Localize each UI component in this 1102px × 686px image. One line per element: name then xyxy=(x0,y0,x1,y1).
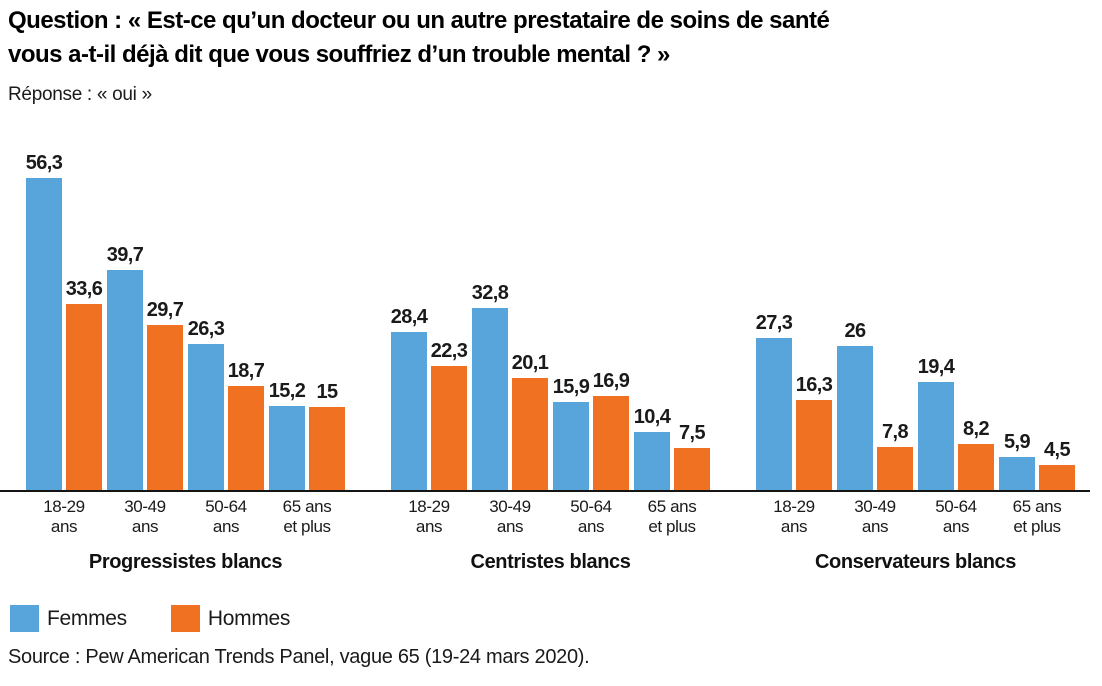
age-category-label: 65 ans et plus xyxy=(282,497,332,536)
age-category-label: 65 ans et plus xyxy=(1012,497,1062,536)
x-axis-line xyxy=(0,490,1090,492)
bar-value-label: 28,4 xyxy=(390,306,428,328)
bar-value-label: 15,9 xyxy=(552,376,590,398)
bar-value-label: 10,4 xyxy=(633,406,671,428)
age-category-label: 30-49 ans xyxy=(124,497,166,536)
source-note: Source : Pew American Trends Panel, vagu… xyxy=(8,646,590,668)
bars-row: 56,3 33,6 39,7 29,7 26,3 18,7 15,2 15 xyxy=(26,140,345,490)
chart-groups: 56,3 33,6 39,7 29,7 26,3 18,7 15,2 15 18-29 ans 30… xyxy=(0,140,1102,574)
bar-hommes: 20,1 xyxy=(512,352,549,490)
bar-value-label: 26 xyxy=(844,320,866,342)
chart-group: 56,3 33,6 39,7 29,7 26,3 18,7 15,2 15 18-29 ans 30… xyxy=(26,140,345,574)
bar-hommes: 4,5 xyxy=(1039,439,1075,490)
bar-value-label: 29,7 xyxy=(146,299,184,321)
chart-group: 27,3 16,3 26 7,8 19,4 8,2 5,9 4,5 18-29 ans 30-49 a… xyxy=(756,140,1075,574)
bar-chart: 56,3 33,6 39,7 29,7 26,3 18,7 15,2 15 18-29 ans 30… xyxy=(0,140,1102,574)
bar-value-label: 22,3 xyxy=(430,340,468,362)
bar-femmes: 15,9 xyxy=(553,376,590,490)
bar-femmes: 15,2 xyxy=(269,380,306,490)
age-category-label: 50-64 ans xyxy=(935,497,977,536)
chart-group: 28,4 22,3 32,8 20,1 15,9 16,9 10,4 7,5 18-29 ans 3… xyxy=(391,140,710,574)
bar-femmes: 32,8 xyxy=(472,282,509,490)
legend-swatch-hommes xyxy=(170,605,200,632)
bar-femmes: 10,4 xyxy=(634,406,671,490)
bar-value-label: 26,3 xyxy=(187,318,225,340)
bar-femmes: 28,4 xyxy=(391,306,428,490)
legend-item-femmes: Femmes xyxy=(10,605,127,632)
legend: Femmes Hommes xyxy=(10,605,290,632)
legend-label: Femmes xyxy=(47,606,127,630)
bar-value-label: 7,5 xyxy=(678,422,706,444)
age-category-label: 30-49 ans xyxy=(489,497,531,536)
bars-row: 28,4 22,3 32,8 20,1 15,9 16,9 10,4 7,5 xyxy=(391,140,710,490)
bar-hommes: 7,5 xyxy=(674,422,710,490)
bar-value-label: 19,4 xyxy=(917,356,955,378)
bar-value-label: 5,9 xyxy=(1003,431,1031,453)
bar-value-label: 4,5 xyxy=(1043,439,1071,461)
legend-label: Hommes xyxy=(207,606,291,630)
bar-value-label: 27,3 xyxy=(755,312,793,334)
chart-title: Question : « Est-ce qu’un docteur ou un … xyxy=(8,4,1018,72)
bar-femmes: 27,3 xyxy=(756,312,793,490)
bar-value-label: 33,6 xyxy=(65,278,103,300)
chart-title-line2: vous a-t-il déjà dit que vous souffriez … xyxy=(8,41,670,68)
bar-femmes: 26,3 xyxy=(188,318,225,490)
age-category-label: 65 ans et plus xyxy=(647,497,697,536)
category-labels-row: 18-29 ans 30-49 ans 50-64 ans 65 ans et plus xyxy=(756,497,1075,537)
bar-value-label: 18,7 xyxy=(227,360,265,382)
bars-row: 27,3 16,3 26 7,8 19,4 8,2 5,9 4,5 xyxy=(756,140,1075,490)
bar-hommes: 16,3 xyxy=(796,374,833,490)
bar-value-label: 16,3 xyxy=(795,374,833,396)
age-category-label: 18-29 ans xyxy=(408,497,450,536)
bar-value-label: 8,2 xyxy=(962,418,990,440)
category-labels-row: 18-29 ans 30-49 ans 50-64 ans 65 ans et plus xyxy=(26,497,345,537)
bar-hommes: 16,9 xyxy=(593,370,630,490)
age-category-label: 30-49 ans xyxy=(854,497,896,536)
age-category-label: 18-29 ans xyxy=(773,497,815,536)
legend-swatch-femmes xyxy=(10,605,39,632)
bar-femmes: 56,3 xyxy=(26,152,63,490)
bar-value-label: 39,7 xyxy=(106,244,144,266)
legend-item-hommes: Hommes xyxy=(170,605,291,632)
bar-hommes: 7,8 xyxy=(877,421,913,490)
age-category-label: 18-29 ans xyxy=(43,497,85,536)
group-title: Conservateurs blancs xyxy=(815,551,1016,573)
category-labels-row: 18-29 ans 30-49 ans 50-64 ans 65 ans et plus xyxy=(391,497,710,537)
age-category-label: 50-64 ans xyxy=(570,497,612,536)
bar-value-label: 7,8 xyxy=(881,421,909,443)
bar-hommes: 29,7 xyxy=(147,299,184,490)
bar-value-label: 16,9 xyxy=(592,370,630,392)
bar-femmes: 26 xyxy=(837,320,873,490)
chart-subtitle: Réponse : « oui » xyxy=(8,84,152,105)
group-title: Centristes blancs xyxy=(470,551,631,573)
bar-value-label: 56,3 xyxy=(25,152,63,174)
bar-femmes: 19,4 xyxy=(918,356,955,490)
chart-title-line1: Question : « Est-ce qu’un docteur ou un … xyxy=(8,7,830,34)
bar-value-label: 32,8 xyxy=(471,282,509,304)
bar-hommes: 18,7 xyxy=(228,360,265,490)
bar-value-label: 20,1 xyxy=(511,352,549,374)
bar-value-label: 15 xyxy=(316,381,338,403)
bar-femmes: 39,7 xyxy=(107,244,144,490)
bar-value-label: 15,2 xyxy=(268,380,306,402)
bar-hommes: 15 xyxy=(309,381,345,490)
bar-hommes: 8,2 xyxy=(958,418,994,490)
age-category-label: 50-64 ans xyxy=(205,497,247,536)
group-title: Progressistes blancs xyxy=(88,551,283,573)
bar-femmes: 5,9 xyxy=(999,431,1035,490)
bar-hommes: 22,3 xyxy=(431,340,468,490)
bar-hommes: 33,6 xyxy=(66,278,103,490)
